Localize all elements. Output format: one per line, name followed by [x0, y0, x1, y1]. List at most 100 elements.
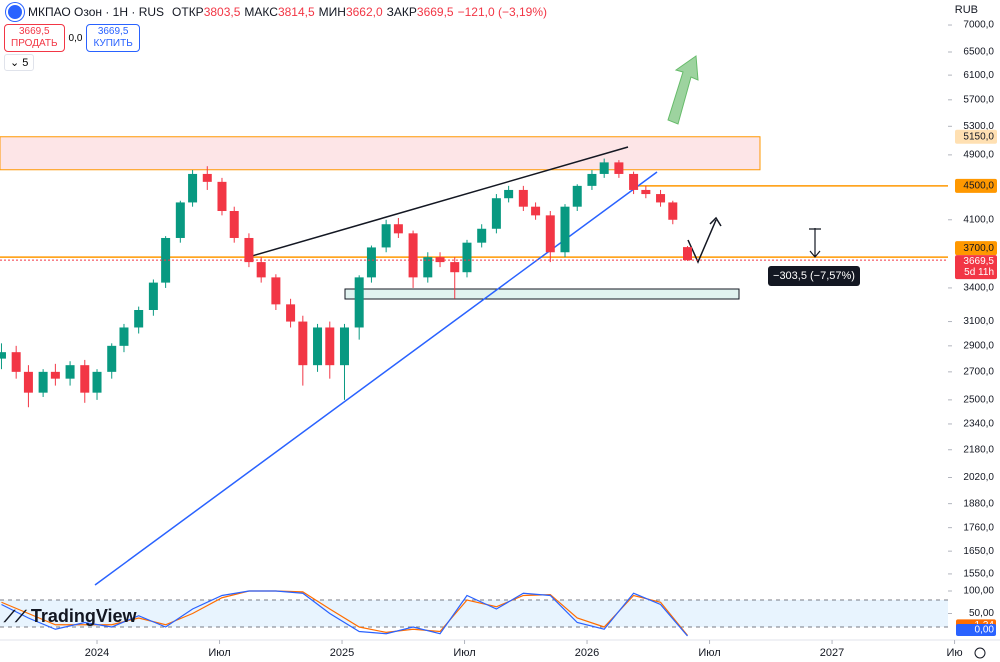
y-tick-label: 2500,0 [963, 395, 994, 406]
indicator-tick-label: 100,00 [963, 586, 994, 597]
candle-body [92, 371, 102, 393]
level-pill [955, 241, 997, 256]
x-tick-label: Июл [453, 647, 475, 659]
ohlc-value: 3803,5 [203, 5, 241, 19]
x-tick-label: 2024 [85, 647, 109, 659]
value-pill [956, 624, 996, 636]
candle-body [354, 277, 364, 328]
x-tick-label: 2026 [575, 647, 599, 659]
candle-body [381, 224, 391, 248]
candle-body [286, 304, 296, 322]
projection [687, 216, 722, 264]
arrow-up [667, 55, 699, 125]
candle-body [491, 198, 501, 229]
drawings [0, 55, 948, 586]
candle-body [313, 327, 323, 366]
sell-price: 3669,5 [18, 26, 50, 37]
y-tick-label: 6500,0 [963, 47, 994, 58]
indicator-line [1, 590, 688, 636]
candle-body [408, 233, 418, 278]
x-tick-label: Ию [946, 647, 962, 659]
y-tick-label: 5300,0 [963, 121, 994, 132]
level-pill-label: 4500,0 [963, 181, 994, 192]
candle-body [23, 371, 33, 393]
ohlc-value: 3662,0 [345, 5, 383, 19]
level-pill [955, 178, 997, 193]
indicator-count: 5 [22, 57, 29, 69]
candle-body [450, 262, 460, 273]
brand-name: TradingView [30, 606, 137, 626]
candle-body [545, 215, 555, 253]
candle-body [504, 189, 514, 199]
y-tick-label: 5700,0 [963, 94, 994, 105]
indicator-toggle[interactable]: ⌄ 5 [4, 54, 35, 71]
y-tick-label: 6100,0 [963, 70, 994, 81]
settings-icon[interactable] [974, 647, 986, 659]
ohlc-values: ОТКР3803,5 МАКС3814,5 МИН3662,0 ЗАКР3669,5 [168, 5, 454, 19]
buy-label: КУПИТЬ [93, 38, 133, 49]
candle-body [325, 327, 335, 366]
candle-body [38, 371, 48, 393]
level-pill [955, 129, 997, 144]
candle-body [50, 371, 60, 379]
sell-label: ПРОДАТЬ [11, 38, 58, 49]
y-tick-label: 1880,0 [963, 498, 994, 509]
candle-body [202, 173, 212, 182]
x-tick-label: Июл [208, 647, 230, 659]
x-tick-label: Июл [698, 647, 720, 659]
branding: ⟋⟋ TradingView [4, 606, 137, 626]
buy-button[interactable]: 3669,5 КУПИТЬ [86, 24, 140, 52]
candle-body [366, 247, 376, 278]
indicator-line [1, 590, 688, 637]
candle-body [188, 173, 198, 203]
ohlc-key: ОТКР [172, 5, 204, 19]
candle-body [518, 189, 528, 207]
candle-body [656, 194, 666, 203]
candle-body [668, 202, 678, 220]
candle-body [298, 321, 308, 366]
ohlc-key: ЗАКР [386, 5, 417, 19]
support-zone [344, 288, 740, 300]
candle-body [531, 206, 541, 216]
currency[interactable]: RUB [954, 4, 978, 16]
candle-body [339, 327, 349, 366]
candle-body [435, 257, 445, 263]
y-tick-label: 3100,0 [963, 316, 994, 327]
y-tick-label: 7000,0 [963, 20, 994, 31]
last-price-pill [955, 255, 997, 280]
candle-body [682, 247, 692, 261]
candle-body [11, 352, 21, 372]
ohlc-key: МАКС [244, 5, 278, 19]
candle-body [148, 282, 158, 310]
candle-body [217, 181, 227, 211]
ohlc-key: МИН [318, 5, 346, 19]
candle-body [134, 310, 144, 328]
candle-body [80, 365, 90, 393]
x-tick-label: 2025 [330, 647, 354, 659]
sell-button[interactable]: 3669,5 ПРОДАТЬ [4, 24, 65, 52]
measure-arrow [809, 228, 821, 258]
candle-body [229, 210, 239, 238]
resistance-zone [0, 136, 761, 171]
candle-body [629, 173, 639, 190]
level-pill-label: 5150,0 [963, 131, 994, 142]
symbol-name[interactable]: МКПАО Озон · 1H · RUS [28, 5, 165, 19]
candle-body [599, 162, 609, 174]
candle-body [65, 365, 75, 379]
candle-body [271, 277, 281, 305]
indicator-band [0, 600, 948, 627]
indicator-tick-label: 50,00 [969, 608, 994, 619]
candle-body [423, 257, 433, 278]
candle-body [587, 173, 597, 186]
measure-label: −303,5 (−7,57%) [773, 270, 855, 282]
y-tick-label: 2180,0 [963, 444, 994, 455]
countdown: 5d 11h [964, 267, 994, 278]
change: −121,0 (−3,19%) [457, 5, 547, 19]
y-tick-label: 4100,0 [963, 214, 994, 225]
y-tick-label: 1650,0 [963, 546, 994, 557]
candle-body [614, 162, 624, 174]
x-tick-label: 2027 [820, 647, 844, 659]
candle-body [175, 202, 185, 238]
symbol-logo [6, 3, 24, 21]
candle-body [119, 327, 129, 346]
